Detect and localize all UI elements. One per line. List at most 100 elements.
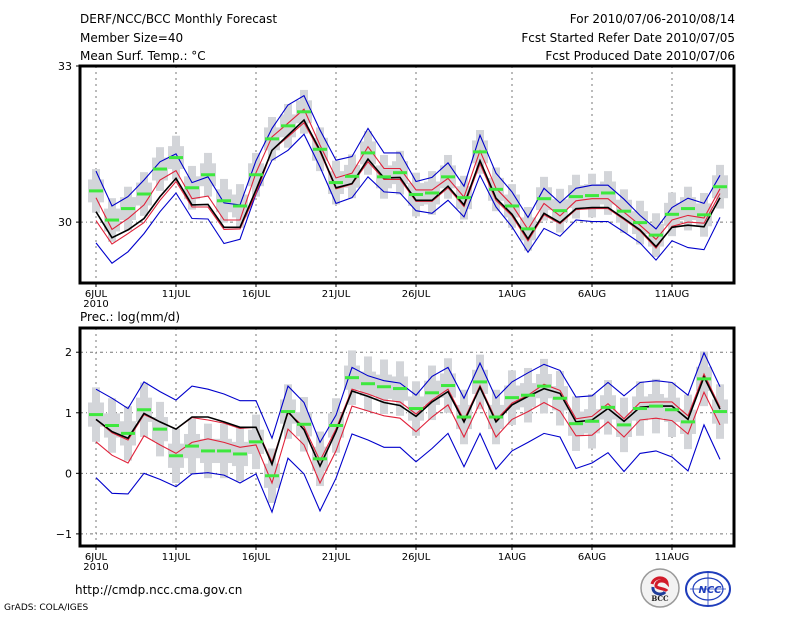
median-bar (649, 404, 663, 408)
median-bar (185, 186, 199, 190)
median-bar (441, 384, 455, 388)
median-bar (569, 422, 583, 426)
median-bar (681, 207, 695, 211)
median-bar (329, 423, 343, 427)
median-bar (297, 110, 311, 114)
fcst-produced-date: Fcst Produced Date 2010/07/06 (545, 49, 735, 63)
median-bar (329, 181, 343, 185)
median-bar (665, 212, 679, 216)
median-bar (313, 457, 327, 461)
x-tick-label: 16JUL (242, 552, 271, 563)
x-tick-label: 26JUL (402, 552, 431, 563)
plot-frame (78, 64, 736, 285)
series-upper-inner (95, 372, 721, 464)
median-bar (137, 408, 151, 412)
grads-credit: GrADS: COLA/IGES (4, 603, 89, 613)
median-bar (393, 387, 407, 391)
y-tick-label: −1 (56, 528, 72, 541)
x-tick-label: 6AUG (578, 552, 606, 563)
series-upper-outer (95, 94, 721, 230)
median-bar (537, 197, 551, 201)
median-bar (553, 209, 567, 213)
median-bar (617, 209, 631, 213)
median-bar (505, 204, 519, 208)
median-bar (537, 384, 551, 388)
y-tick-label: 30 (58, 216, 72, 229)
series-ensemble-mean (95, 118, 721, 248)
series-ensemble-mean (95, 375, 721, 469)
median-bar (169, 454, 183, 458)
median-bar (233, 204, 247, 208)
x-tick-label: 11JUL (162, 552, 191, 563)
median-bar (713, 410, 727, 414)
median-bar (585, 419, 599, 423)
ncc-logo-text: NCC (698, 585, 722, 596)
median-bar (713, 185, 727, 189)
bcc-logo-text: BCC (651, 594, 669, 603)
median-bar (361, 151, 375, 155)
median-bar (617, 423, 631, 427)
series-upper-outer (95, 351, 721, 444)
series-upper-inner (95, 108, 721, 241)
median-bar (153, 167, 167, 171)
median-bar (601, 405, 615, 409)
median-bar (265, 137, 279, 141)
median-bar (553, 396, 567, 400)
median-bar (505, 396, 519, 400)
forecast-range: For 2010/07/06-2010/08/14 (569, 12, 735, 26)
median-bar (297, 422, 311, 426)
median-bar (153, 427, 167, 431)
median-bar (249, 440, 263, 444)
median-bar (89, 413, 103, 417)
median-bar (217, 199, 231, 203)
x-tick-label: 1AUG (498, 289, 526, 300)
median-bar (457, 196, 471, 200)
median-bar (217, 449, 231, 453)
median-bar (345, 174, 359, 178)
series-lower-outer (95, 133, 721, 264)
median-bar (281, 124, 295, 128)
median-bar (249, 173, 263, 177)
temperature-panel: 6JUL 11JUL 16JUL 21JUL 26JUL 1AUG 6AUG 11AUG 201… (58, 60, 736, 310)
chart-title: DERF/NCC/BCC Monthly Forecast (80, 12, 278, 26)
median-bar (393, 171, 407, 175)
series-lower-outer (95, 423, 721, 514)
x-tick-label: 1AUG (498, 552, 526, 563)
median-bar (169, 156, 183, 160)
x-tick-label: 6JUL (85, 289, 108, 300)
median-bar (281, 410, 295, 414)
median-bar (633, 407, 647, 411)
x-tick-label: 16JUL (242, 289, 271, 300)
median-bar (89, 189, 103, 193)
x-tick-label: 11AUG (655, 552, 690, 563)
median-bar (121, 207, 135, 211)
bcc-logo: BCC (640, 568, 680, 608)
median-bar (601, 191, 615, 195)
member-size-label: Member Size=40 (80, 31, 184, 45)
x-tick-label: 11AUG (655, 289, 690, 300)
median-bar (473, 380, 487, 384)
precipitation-panel: 6JUL 11JUL 16JUL 21JUL 26JUL 1AUG 6AUG 11AUG 201… (56, 326, 736, 573)
y-tick-label: 0 (65, 467, 72, 480)
median-bar (201, 173, 215, 177)
source-url[interactable]: http://cmdp.ncc.cma.gov.cn (75, 583, 243, 597)
median-bar (409, 407, 423, 411)
x-tick-label: 21JUL (322, 552, 351, 563)
median-bar (489, 415, 503, 419)
y-tick-label: 2 (65, 346, 72, 359)
median-bar (105, 218, 119, 222)
median-bar (569, 195, 583, 199)
median-bar (521, 393, 535, 397)
bottom-variable-label: Prec.: log(mm/d) (80, 310, 181, 324)
median-bar (313, 147, 327, 151)
x-year-label: 2010 (83, 562, 108, 573)
series-lower-inner (95, 121, 721, 249)
median-bar (377, 385, 391, 389)
median-bar (697, 377, 711, 381)
median-bar (649, 233, 663, 237)
series-lower-inner (95, 390, 721, 485)
x-tick-label: 6JUL (85, 552, 108, 563)
fcst-started-date: Fcst Started Refer Date 2010/07/05 (521, 31, 735, 45)
median-bar (633, 221, 647, 225)
median-bar (265, 474, 279, 478)
